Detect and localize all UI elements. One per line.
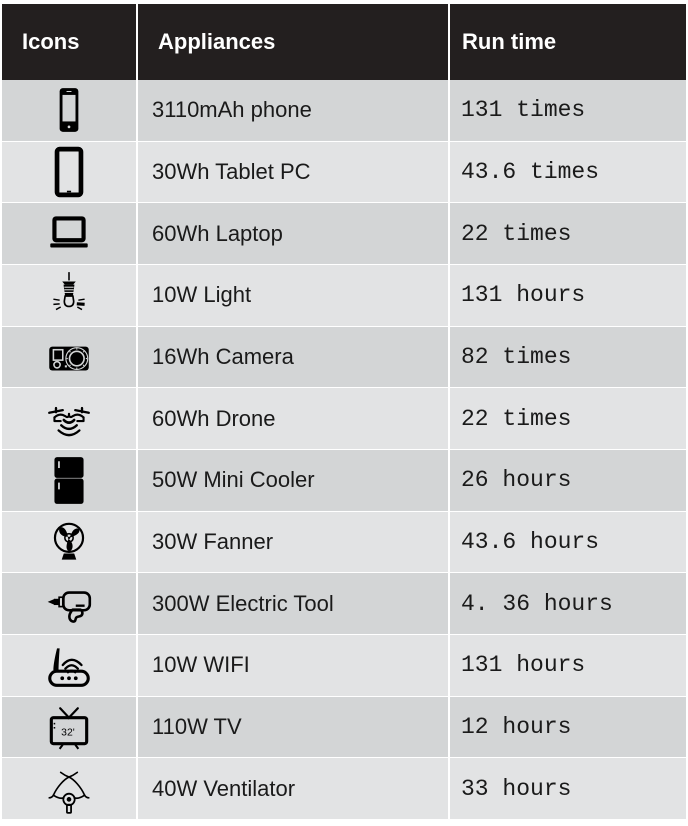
svg-text:32': 32' [61, 727, 75, 738]
